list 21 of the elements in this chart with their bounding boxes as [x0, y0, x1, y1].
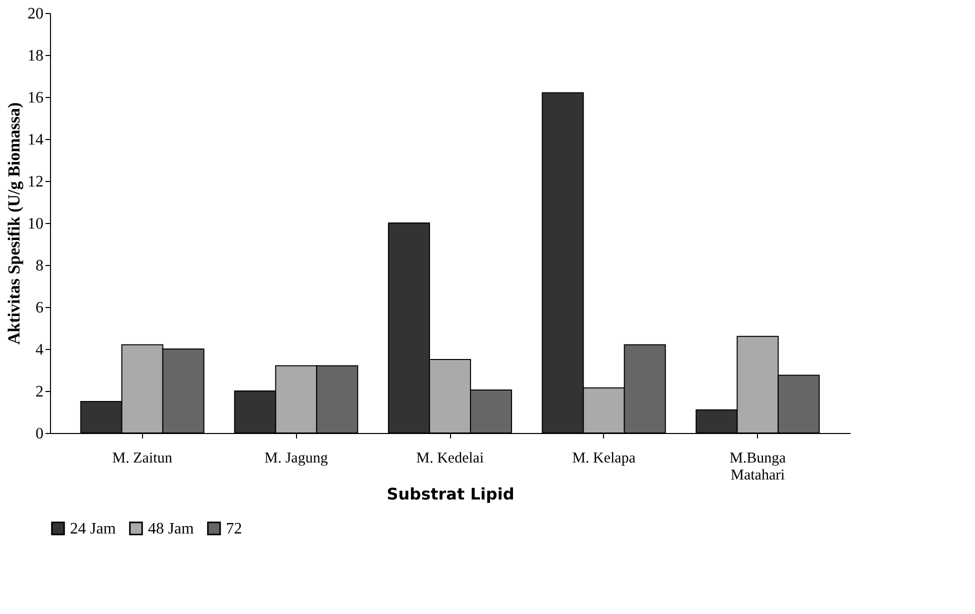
y-tick-label: 0: [36, 426, 44, 442]
y-tick-label: 8: [36, 258, 44, 274]
y-tick-label: 12: [28, 174, 44, 190]
x-tick-label: M. Jagung: [264, 450, 328, 466]
y-tick-label: 18: [28, 48, 44, 64]
y-axis-title: Aktivitas Spesifik (U/g Biomassa): [4, 102, 24, 345]
y-tick-label: 16: [28, 90, 44, 106]
x-tick-label: M. Zaitun: [112, 450, 173, 466]
legend-label: 72: [226, 520, 242, 538]
y-tick-label: 4: [36, 342, 44, 358]
legend-label: 48 Jam: [148, 520, 194, 538]
x-axis-title: Substrat Lipid: [386, 484, 514, 504]
y-tick-label: 20: [28, 6, 44, 22]
y-tick-label: 10: [28, 216, 44, 232]
x-tick-label: M. Kelapa: [572, 450, 636, 466]
x-tick-label: M.Bunga Matahari: [730, 450, 786, 484]
y-tick-label: 6: [36, 300, 44, 316]
y-tick-label: 2: [36, 384, 44, 400]
legend-label: 24 Jam: [70, 520, 116, 538]
y-tick-label: 14: [28, 132, 44, 148]
x-tick-label: M. Kedelai: [416, 450, 484, 466]
